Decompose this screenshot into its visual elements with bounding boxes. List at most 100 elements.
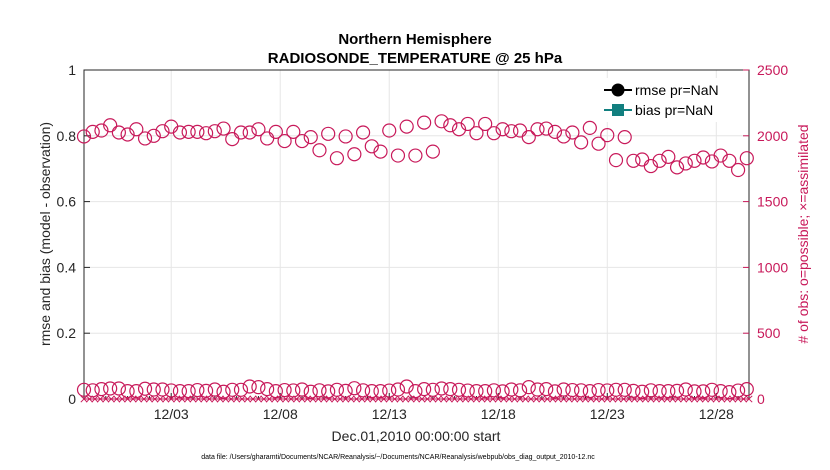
possible-low-0000z-marker: [547, 384, 563, 399]
possible-low-0000z-marker: [216, 384, 231, 399]
possible-1200z-marker: [364, 139, 379, 154]
possible-1200z-marker: [574, 135, 589, 150]
possible-0000z-marker: [216, 121, 231, 136]
possible-1200z-marker: [434, 114, 449, 129]
legend-rmse-label: rmse pr=NaN: [635, 82, 719, 98]
possible-1200z-marker: [329, 151, 345, 166]
possible-1200z-marker: [486, 126, 502, 141]
possible-1200z-marker: [155, 124, 170, 139]
possible-0000z-marker: [94, 123, 109, 138]
x-tick-label: 12/08: [263, 406, 298, 422]
possible-0000z-marker: [443, 118, 458, 133]
possible-low-1200z-marker: [521, 380, 536, 395]
possible-1200z-marker: [643, 158, 658, 174]
possible-1200z-marker: [504, 124, 519, 139]
possible-1200z-marker: [207, 124, 222, 139]
possible-1200z-marker: [539, 121, 554, 136]
possible-0000z-marker: [129, 122, 144, 137]
possible-0000z-marker: [600, 128, 615, 143]
possible-0000z-marker: [739, 151, 754, 166]
x-axis-label: Dec.01,2010 00:00:00 start: [332, 428, 501, 444]
possible-0000z-marker: [652, 153, 667, 168]
possible-1200z-marker: [347, 147, 362, 162]
possible-low-1200z-marker: [574, 383, 589, 398]
possible-low-1200z-marker: [207, 382, 222, 397]
possible-0000z-marker: [565, 125, 580, 140]
possible-1200z-marker: [469, 126, 484, 141]
possible-1200z-marker: [137, 131, 153, 146]
possible-0000z-marker: [321, 126, 336, 141]
possible-low-1200z-marker: [103, 381, 118, 396]
possible-1200z-marker: [120, 127, 135, 142]
y-axis-label-right: # of obs: o=possible; ×=assimilated: [795, 124, 811, 343]
possible-0000z-marker: [76, 129, 92, 144]
possible-low-1200z-marker: [539, 382, 554, 397]
possible-0000z-marker: [181, 124, 196, 139]
possible-0000z-marker: [425, 144, 440, 159]
possible-1200z-marker: [608, 153, 624, 168]
possible-low-0000z-marker: [355, 383, 371, 398]
possible-low-1200z-marker: [469, 384, 484, 399]
possible-0000z-marker: [286, 124, 301, 139]
x-tick-label: 12/23: [590, 406, 625, 422]
left-tick-label: 0.4: [57, 259, 77, 275]
possible-low-0000z-marker: [129, 384, 144, 399]
possible-low-1200z-marker: [172, 384, 188, 399]
possible-0000z-marker: [251, 122, 266, 137]
possible-1200z-marker: [277, 133, 292, 149]
possible-0000z-marker: [303, 130, 318, 145]
possible-low-1200z-marker: [417, 382, 432, 397]
left-tick-label: 0.2: [57, 325, 77, 341]
possible-1200z-marker: [678, 156, 693, 171]
possible-1200z-marker: [260, 131, 275, 146]
possible-low-0000z-marker: [443, 382, 458, 397]
possible-low-0000z-marker: [94, 382, 109, 397]
possible-low-0000z-marker: [251, 380, 266, 395]
possible-low-1200z-marker: [190, 382, 205, 398]
possible-1200z-marker: [521, 130, 536, 145]
left-tick-label: 0.6: [57, 194, 77, 210]
chart-title-line2: RADIOSONDE_TEMPERATURE @ 25 hPa: [268, 50, 563, 67]
legend-bias-label: bias pr=NaN: [635, 102, 713, 118]
right-tick-label: 2000: [757, 128, 788, 144]
possible-low-1200z-marker: [399, 379, 414, 394]
x-tick-label: 12/28: [699, 406, 734, 422]
possible-low-0000z-marker: [233, 382, 249, 397]
x-tick-label: 12/03: [154, 406, 189, 422]
possible-low-0000z-marker: [146, 382, 161, 397]
possible-1200z-marker: [382, 123, 397, 138]
possible-low-0000z-marker: [164, 383, 179, 398]
possible-0000z-marker: [373, 144, 388, 159]
possible-low-1200z-marker: [486, 383, 502, 398]
right-tick-label: 2500: [757, 62, 788, 78]
possible-low-1200z-marker: [696, 384, 711, 399]
possible-1200z-marker: [85, 124, 100, 139]
possible-low-1200z-marker: [225, 382, 240, 397]
possible-1200z-marker: [312, 143, 327, 158]
axis-ticks: 0 0.2 0.4 0.6 0.8 1 0 500 1000 1500 2000 2500 12/03 1…: [57, 62, 789, 422]
possible-1200z-marker: [417, 115, 432, 130]
possible-low-0000z-marker: [704, 382, 720, 397]
possible-0000z-marker: [460, 116, 475, 132]
possible-low-1200z-marker: [120, 384, 135, 399]
possible-low-1200z-marker: [434, 381, 449, 396]
possible-low-0000z-marker: [373, 384, 388, 399]
possible-1200z-marker: [661, 149, 676, 164]
possible-0000z-marker: [547, 124, 563, 139]
possible-0000z-marker: [617, 130, 632, 145]
possible-low-0000z-marker: [617, 382, 632, 397]
possible-low-0000z-marker: [687, 384, 702, 399]
left-tick-label: 1: [68, 62, 76, 78]
possible-low-1200z-marker: [556, 382, 571, 397]
possible-0000z-marker: [687, 153, 702, 168]
possible-1200z-marker: [172, 125, 188, 140]
possible-low-0000z-marker: [652, 384, 667, 399]
possible-0000z-marker: [146, 128, 161, 143]
possible-low-1200z-marker: [643, 383, 658, 398]
possible-low-1200z-marker: [312, 383, 327, 398]
possible-low-1200z-marker: [260, 382, 275, 397]
possible-0000z-marker: [669, 160, 685, 175]
possible-0000z-marker: [582, 120, 597, 136]
x-tick-label: 12/18: [481, 406, 516, 422]
